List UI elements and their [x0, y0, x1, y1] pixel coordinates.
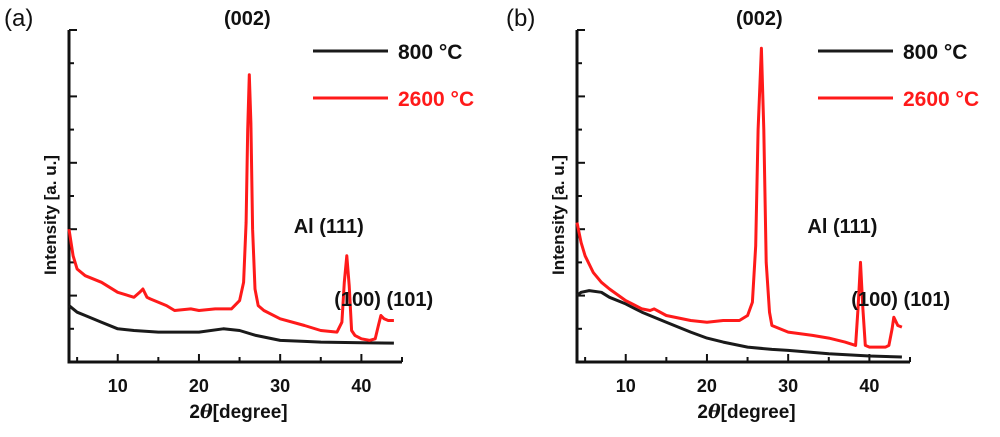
- legend-label: 800 °C: [398, 41, 462, 64]
- peak-annotation: Al (111): [807, 216, 877, 238]
- panel-label: (a): [4, 5, 33, 32]
- x-axis-label-theta: θ: [200, 401, 213, 423]
- x-axis-label-unit: [degree]: [721, 402, 796, 423]
- x-axis-label-theta: θ: [708, 401, 721, 423]
- series-line-800c: [576, 289, 902, 359]
- peak-annotation: (002): [224, 8, 271, 30]
- series-line-2600c: [575, 46, 903, 349]
- series-line-2600c: [67, 73, 394, 342]
- x-axis-label: 2θ[degree]: [189, 401, 287, 423]
- x-tick-label: 30: [778, 376, 798, 396]
- x-tick-label: 20: [189, 376, 209, 396]
- x-axis-label-prefix: 2: [189, 402, 200, 423]
- x-axis-label: 2θ[degree]: [697, 401, 795, 423]
- legend-label: 2600 °C: [903, 88, 979, 111]
- legend-label: 2600 °C: [398, 88, 474, 111]
- x-tick-label: 10: [108, 376, 128, 396]
- panel-label: (b): [506, 5, 535, 32]
- peak-annotation: Al (111): [294, 216, 364, 238]
- peak-annotation: (002): [736, 8, 783, 30]
- x-tick-label: 40: [351, 376, 371, 396]
- y-axis-label: Intensity [a. u.]: [549, 155, 568, 275]
- series-line-800c: [68, 304, 394, 345]
- legend-label: 800 °C: [903, 41, 967, 64]
- x-tick-label: 10: [616, 376, 636, 396]
- panel-b: 10 20 30 40 2θ[degree] Intensity [a. u.] (b) 80…: [506, 5, 979, 423]
- peak-annotation: (100) (101): [851, 289, 950, 311]
- x-tick-label: 30: [270, 376, 290, 396]
- y-axis-label: Intensity [a. u.]: [41, 155, 60, 275]
- peak-annotation: (100) (101): [334, 289, 433, 311]
- x-axis-label-prefix: 2: [697, 402, 708, 423]
- x-axis-label-unit: [degree]: [213, 402, 288, 423]
- x-tick-label: 20: [697, 376, 717, 396]
- panel-a: 10 20 30 40 2θ[degree] Intensity [a. u.] (a) 80…: [4, 5, 474, 423]
- x-tick-label: 40: [859, 376, 879, 396]
